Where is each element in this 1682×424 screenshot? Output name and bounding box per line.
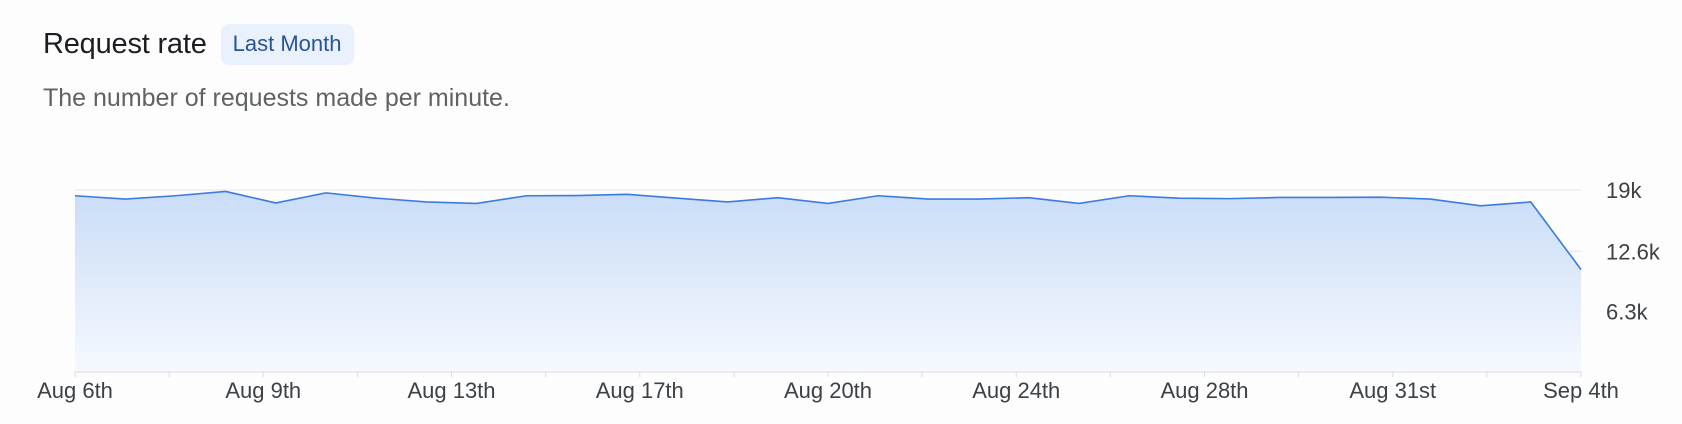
data-point[interactable] — [1274, 191, 1286, 203]
data-point[interactable] — [1324, 191, 1336, 203]
data-point[interactable] — [1575, 264, 1587, 276]
x-tick-label: Sep 4th — [1543, 378, 1619, 403]
data-point[interactable] — [621, 188, 633, 200]
data-point[interactable] — [1023, 192, 1035, 204]
x-axis: Aug 6th Aug 9th Aug 13th Aug 17th Aug 20th Au… — [37, 371, 1619, 403]
data-point[interactable] — [571, 190, 583, 202]
x-tick-label: Aug 17th — [596, 378, 684, 403]
y-tick-label: 6.3k — [1606, 300, 1649, 325]
series-line[interactable] — [74, 190, 1582, 270]
x-tick-label: Aug 28th — [1160, 378, 1248, 403]
data-point[interactable] — [1475, 200, 1487, 212]
x-tick-label: Aug 20th — [784, 378, 872, 403]
chart-header: Request rate Last Month — [43, 24, 354, 65]
data-point[interactable] — [822, 197, 834, 209]
chart-title: Request rate — [43, 28, 207, 60]
data-point[interactable] — [973, 193, 985, 205]
x-tick-label: Aug 9th — [225, 378, 301, 403]
area-fill — [75, 191, 1581, 372]
area-series — [69, 185, 1587, 372]
data-point[interactable] — [1224, 193, 1236, 205]
y-tick-label: 12.6k — [1606, 239, 1661, 264]
y-axis: 19k 12.6k 6.3k — [1606, 178, 1661, 325]
data-point[interactable] — [1424, 193, 1436, 205]
data-point[interactable] — [169, 190, 181, 202]
data-point[interactable] — [370, 192, 382, 204]
data-point[interactable] — [671, 192, 683, 204]
x-tick-label: Aug 13th — [407, 378, 495, 403]
data-point[interactable] — [69, 190, 81, 202]
data-point[interactable] — [420, 196, 432, 208]
chart-subtitle: The number of requests made per minute. — [43, 84, 510, 112]
data-point[interactable] — [1173, 192, 1185, 204]
data-point[interactable] — [872, 190, 884, 202]
data-point[interactable] — [320, 187, 332, 199]
data-point[interactable] — [722, 196, 734, 208]
data-point[interactable] — [220, 185, 232, 197]
data-point[interactable] — [1525, 196, 1537, 208]
x-tick-label: Aug 6th — [37, 378, 113, 403]
data-point[interactable] — [1123, 190, 1135, 202]
data-point[interactable] — [1073, 197, 1085, 209]
data-point[interactable] — [1374, 191, 1386, 203]
time-range-badge[interactable]: Last Month — [220, 24, 354, 65]
data-point[interactable] — [772, 192, 784, 204]
data-point[interactable] — [119, 193, 131, 205]
data-point[interactable] — [471, 197, 483, 209]
data-point[interactable] — [270, 197, 282, 209]
x-tick-label: Aug 24th — [972, 378, 1060, 403]
data-point[interactable] — [922, 193, 934, 205]
x-tick-label: Aug 31st — [1349, 378, 1436, 403]
y-tick-label: 19k — [1606, 178, 1642, 203]
data-point[interactable] — [521, 190, 533, 202]
